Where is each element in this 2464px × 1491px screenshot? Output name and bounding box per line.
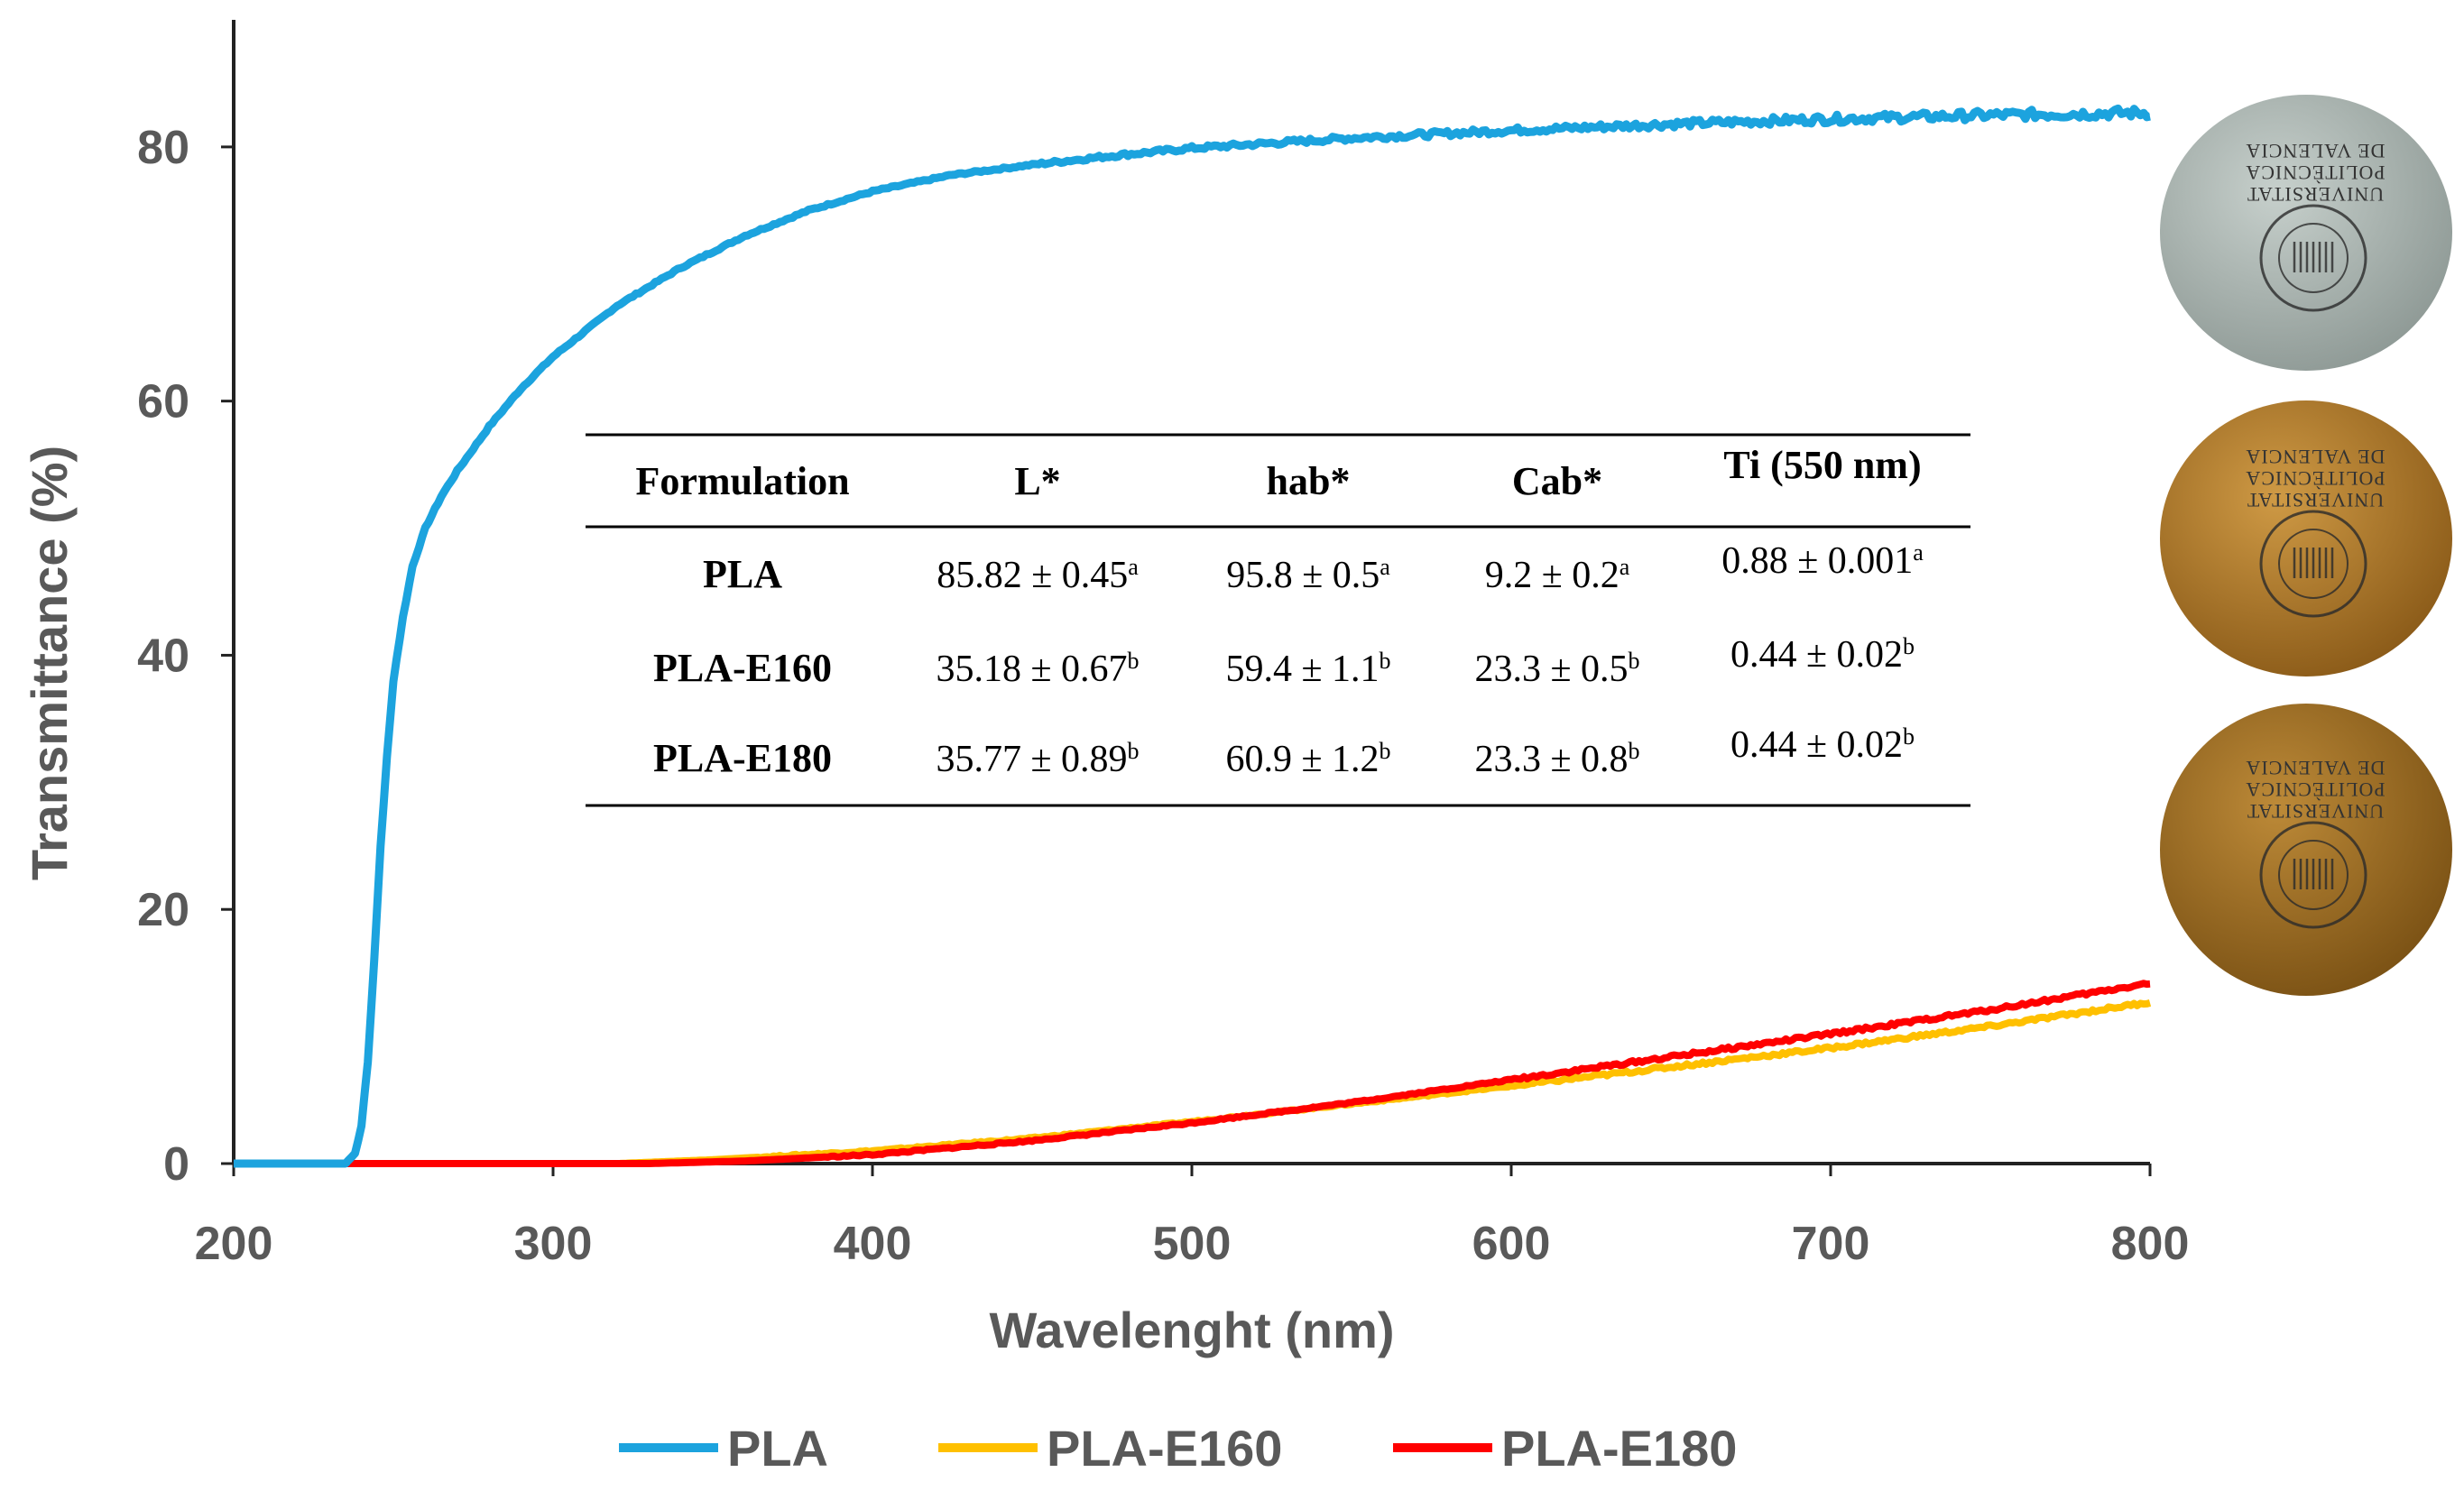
x-tick-label: 600 [1472, 1218, 1551, 1270]
seal-text-line: DE VALENCIA [2245, 446, 2385, 468]
series-layer [233, 104, 2152, 1168]
x-tick-label: 300 [514, 1218, 593, 1270]
x-tick-label: 800 [2111, 1218, 2190, 1270]
seal-text-line: DE VALENCIA [2245, 140, 2385, 162]
table-cell: 95.8 ± 0.5a [1226, 554, 1390, 596]
table-header-cell: hab* [1267, 459, 1351, 503]
seal-emblem-outer [2259, 510, 2367, 618]
seal-text-line: POLITÈCNICA [2245, 161, 2385, 184]
x-tick-label: 200 [195, 1218, 273, 1270]
table-header-cell: L* [1014, 459, 1060, 503]
table-cell: 60.9 ± 1.2b [1225, 738, 1390, 780]
legend: PLA PLA-E160 PLA-E180 [619, 1420, 1737, 1477]
table-row-label: PLA-E160 [653, 646, 832, 690]
table-cell: 0.44 ± 0.02b [1730, 633, 1915, 676]
seal-text-line: UNIVERSITAT [2247, 489, 2384, 511]
y-tick-label: 20 [137, 884, 189, 936]
seal-text-line: POLITÈCNICA [2245, 778, 2385, 801]
y-tick-label: 60 [137, 376, 189, 428]
x-tick-label: 700 [1792, 1218, 1870, 1270]
x-tick-group: 200 300 400 500 600 700 800 [195, 1164, 2190, 1270]
y-tick-label: 0 [163, 1138, 189, 1191]
seal-text-line: POLITÈCNICA [2245, 467, 2385, 490]
seal-emblem-outer [2259, 821, 2367, 929]
table-header-cell: Formulation [635, 459, 849, 503]
table-cell: 23.3 ± 0.5b [1474, 648, 1639, 690]
y-tick-label: 80 [137, 122, 189, 174]
table-cell: 0.44 ± 0.02b [1730, 723, 1915, 766]
x-axis-title: Wavelenght (nm) [989, 1302, 1394, 1358]
seal-emblem-inner [2278, 529, 2349, 599]
legend-label: PLA-E160 [1047, 1420, 1282, 1477]
formulation-table: Formulation L* hab* Cab* Ti (550 nm) PLA 85.82… [586, 433, 1970, 807]
table-cell: 23.3 ± 0.8b [1474, 738, 1639, 780]
table-header-cell: Cab* [1512, 459, 1602, 503]
seal-text-line: UNIVERSITAT [2247, 183, 2384, 206]
y-tick-group: 0 20 40 60 80 [137, 122, 234, 1191]
x-tick-label: 400 [834, 1218, 912, 1270]
seal-emblem-inner [2278, 840, 2349, 910]
table-cell: 59.4 ± 1.1b [1225, 648, 1390, 690]
table-cell: 85.82 ± 0.45a [937, 554, 1139, 596]
seal-emblem-inner [2278, 223, 2349, 293]
sample-disc [2160, 400, 2452, 676]
seal-text-line: DE VALENCIA [2245, 757, 2385, 779]
table-header-cell: Ti (550 nm) [1723, 443, 1921, 487]
sample-disc [2160, 704, 2452, 996]
seal-emblem-outer [2259, 204, 2367, 312]
legend-label: PLA-E180 [1501, 1420, 1737, 1477]
table-row-label: PLA-E180 [653, 736, 832, 780]
series-line-pla [233, 104, 2151, 1168]
table-cell: 9.2 ± 0.2a [1485, 554, 1630, 596]
series-line-pla-e180 [233, 980, 2151, 1167]
table-cell: 35.77 ± 0.89b [936, 738, 1139, 780]
legend-label: PLA [727, 1420, 828, 1477]
table-row-label: PLA [703, 552, 782, 596]
table-cell: 35.18 ± 0.67b [936, 648, 1139, 690]
y-axis-title: Transmittance (%) [21, 446, 78, 880]
table-cell: 0.88 ± 0.001a [1721, 539, 1924, 582]
x-tick-label: 500 [1153, 1218, 1232, 1270]
sample-disc [2160, 95, 2452, 371]
y-tick-label: 40 [137, 630, 189, 682]
seal-text-line: UNIVERSITAT [2247, 800, 2384, 823]
